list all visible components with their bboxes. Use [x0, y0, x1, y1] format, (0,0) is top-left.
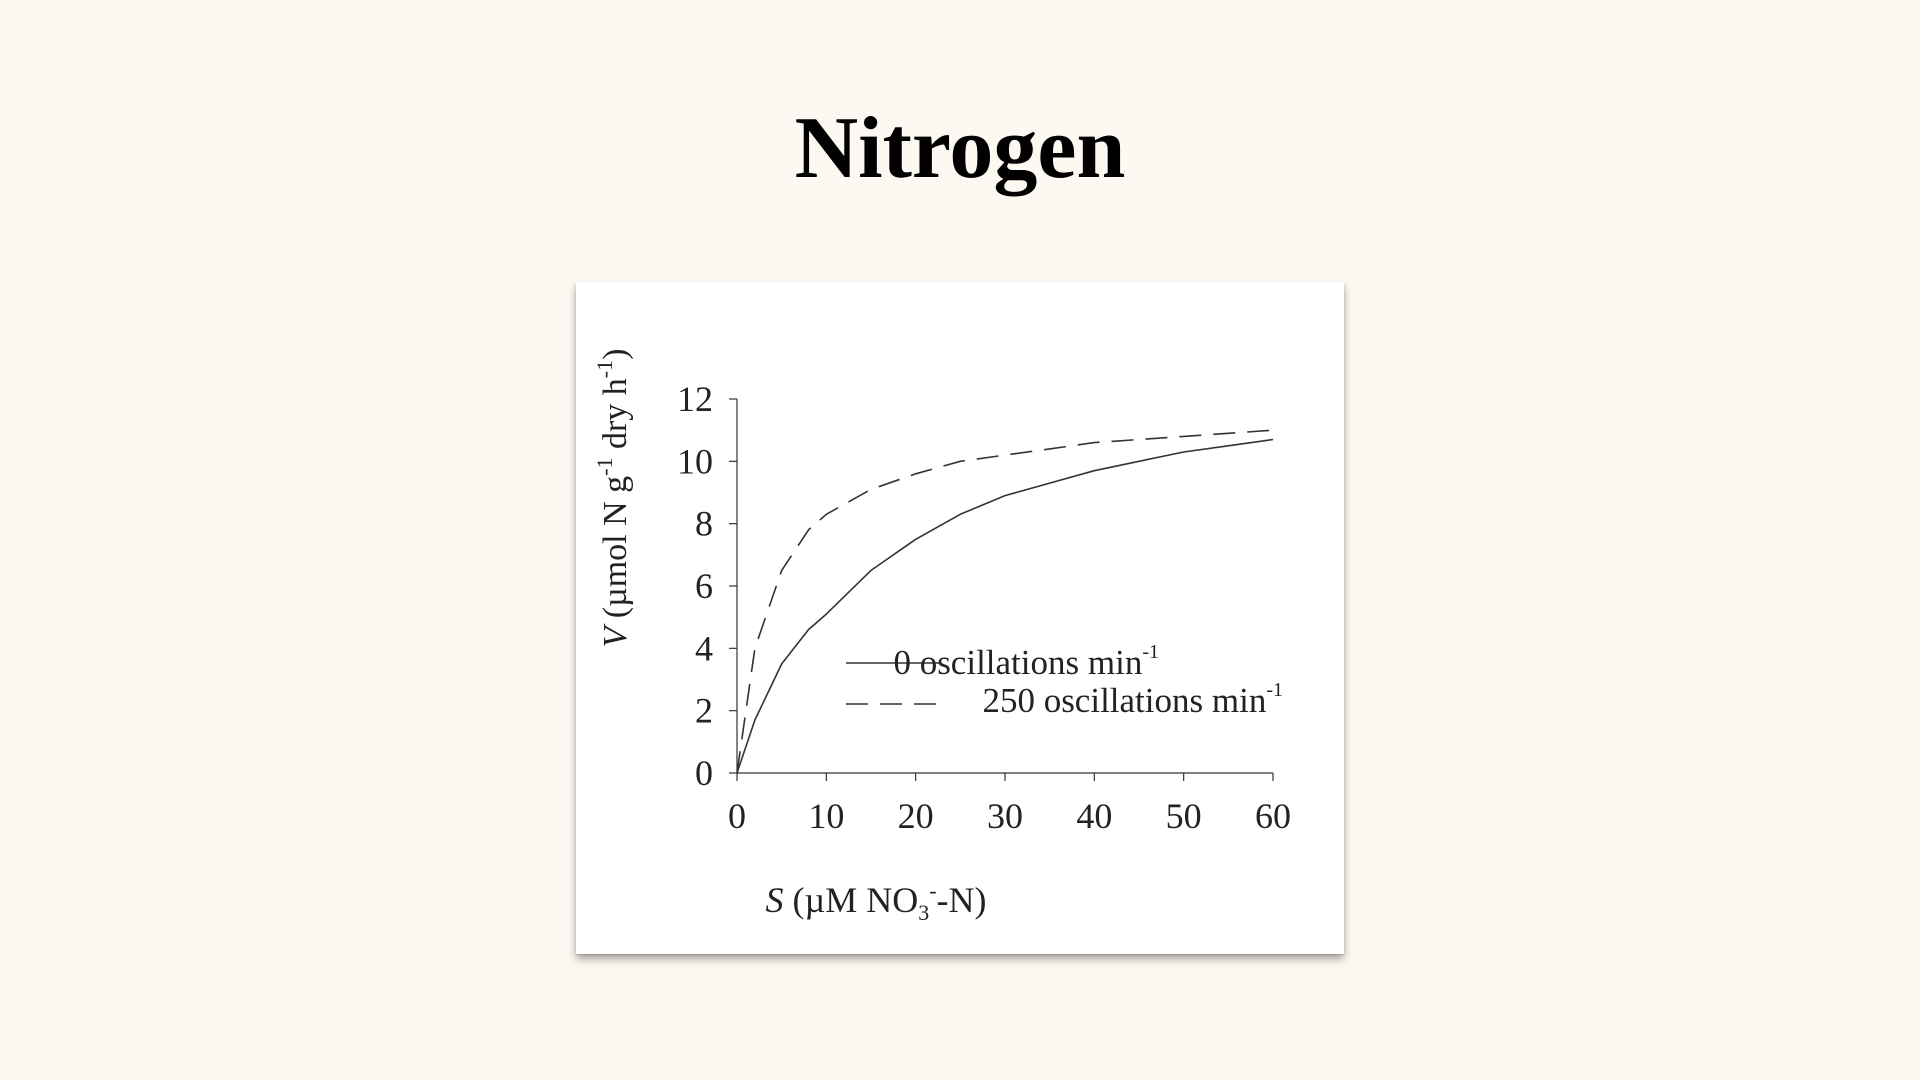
legend: 0 oscillations min-1 250 oscillations mi…: [846, 641, 1283, 720]
y-tick-label: 4: [695, 628, 713, 668]
x-tick-label: 20: [898, 796, 934, 836]
y-axis-label-superscript-1: -1: [592, 458, 617, 476]
y-ticks: 0 2 4 6 8 10 12: [677, 379, 737, 793]
x-axis-label-superscript: -: [929, 878, 936, 903]
y-tick-label: 2: [695, 691, 713, 731]
legend-text-dashed: 250 oscillations min: [982, 681, 1266, 720]
x-axis-label-unit-end: -N): [937, 880, 987, 920]
x-tick-label: 0: [728, 796, 746, 836]
y-axis-label: V (µmol N g-1 dry h-1): [592, 349, 634, 648]
y-tick-label: 8: [695, 504, 713, 544]
x-tick-label: 30: [987, 796, 1023, 836]
y-axis-label-superscript-2: -1: [592, 360, 617, 378]
series-group: [736, 429, 1274, 774]
y-axis-label-unit-end: ): [597, 349, 634, 360]
legend-sup-solid: -1: [1142, 641, 1159, 663]
y-axis: 0 2 4 6 8 10 12: [677, 379, 738, 793]
x-axis-label-unit-start: (µM NO: [783, 880, 918, 920]
y-tick-label: 6: [695, 566, 713, 606]
series-line-solid: [736, 438, 1274, 774]
y-tick-label: 0: [695, 753, 713, 793]
y-tick-label: 10: [677, 441, 713, 481]
legend-text-solid: 0 oscillations min: [893, 643, 1142, 682]
x-tick-label: 10: [808, 796, 844, 836]
x-axis-label: S (µM NO3--N): [765, 878, 986, 925]
x-ticks: 0 10 20 30 40 50 60: [728, 773, 1291, 836]
x-tick-label: 40: [1076, 796, 1112, 836]
slide-title: Nitrogen: [794, 100, 1126, 197]
y-tick-label: 12: [677, 379, 713, 419]
x-tick-label: 60: [1255, 796, 1291, 836]
legend-sup-dashed: -1: [1266, 679, 1283, 701]
chart-svg: 0 2 4 6 8 10 12 0 10 20 30 40 50 60 S (µM NO3--N) V …: [592, 349, 1291, 925]
x-axis-label-subscript: 3: [918, 900, 929, 925]
series-line-dashed: [736, 429, 1274, 774]
legend-label-dashed: 250 oscillations min-1: [982, 679, 1283, 720]
x-axis-label-variable: S: [765, 880, 783, 920]
y-axis-label-unit-mid: dry h: [597, 378, 634, 457]
legend-label-solid: 0 oscillations min-1: [893, 641, 1159, 682]
y-axis-label-unit-start: (µmol N g: [597, 476, 634, 627]
x-axis: 0 10 20 30 40 50 60: [728, 772, 1291, 836]
chart-figure: 0 2 4 6 8 10 12 0 10 20 30 40 50 60 S (µM NO3--N) V …: [576, 282, 1344, 954]
x-tick-label: 50: [1166, 796, 1202, 836]
